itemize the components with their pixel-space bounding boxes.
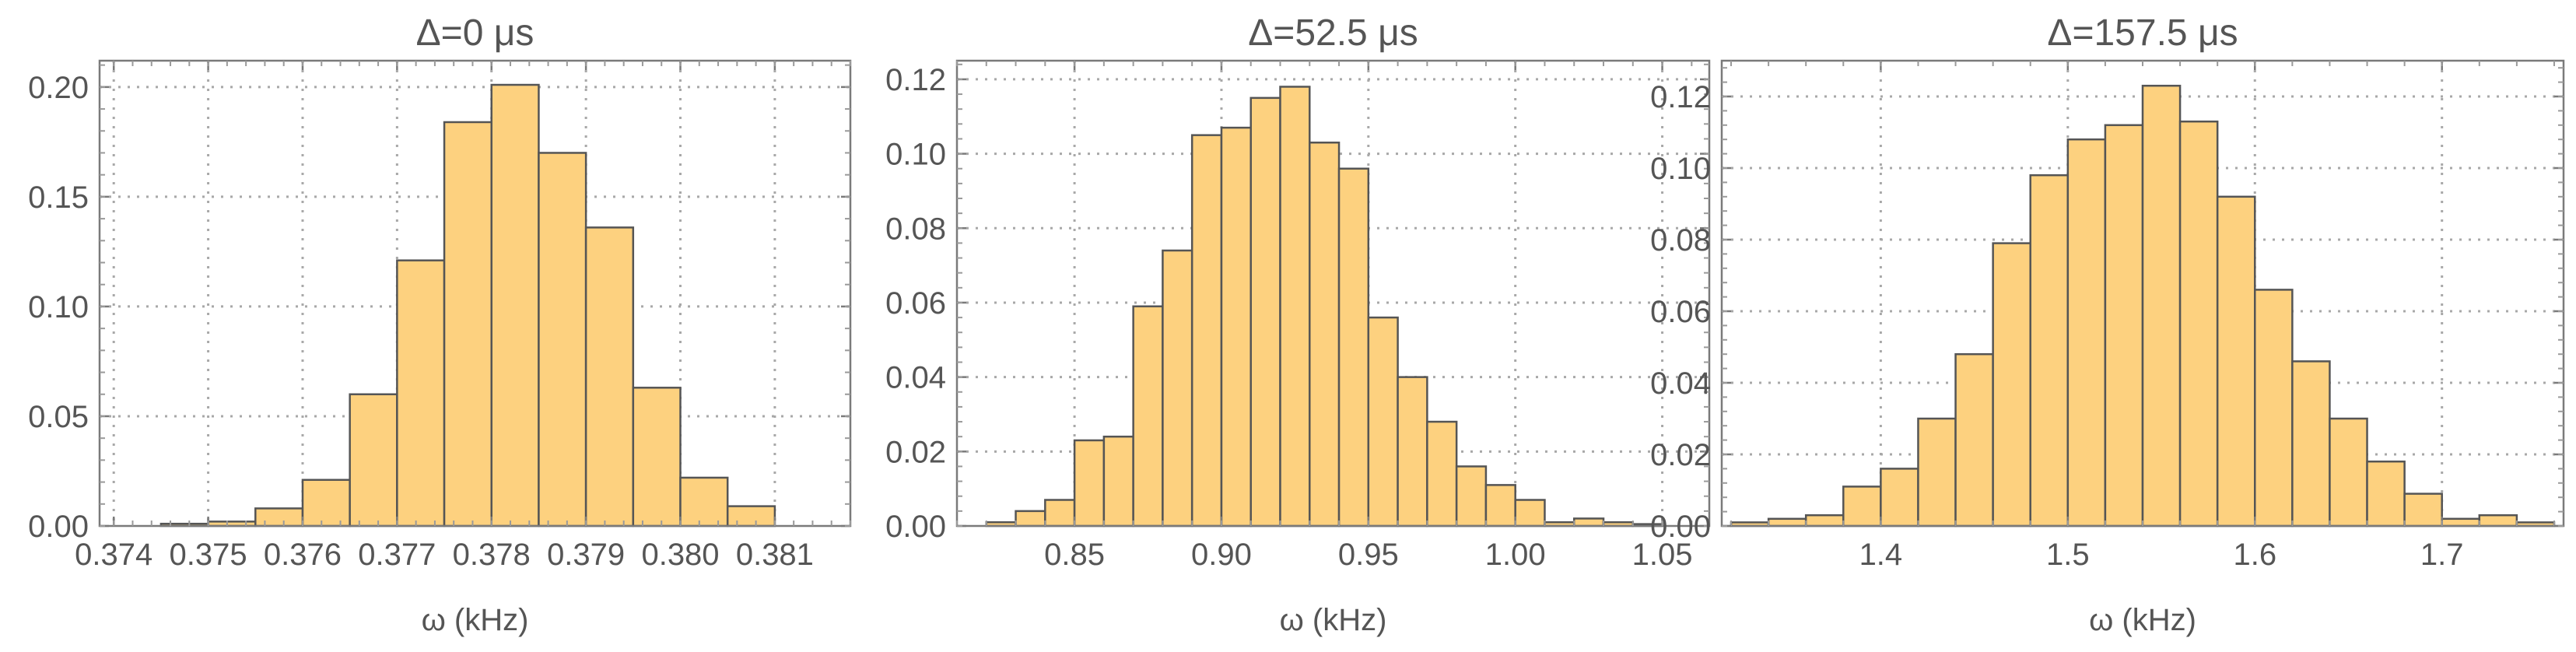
histogram-bar xyxy=(2441,517,2481,528)
histogram-bar xyxy=(443,121,492,528)
histogram-bar xyxy=(1073,439,1106,528)
histogram-bar xyxy=(679,476,729,528)
y-tick-label: 0.06 xyxy=(1650,295,1711,329)
histogram-bar xyxy=(1572,517,1605,528)
chart-title: Δ=157.5 μs xyxy=(2047,12,2238,54)
histogram-bar xyxy=(1162,249,1193,528)
y-tick-label: 0.00 xyxy=(28,510,89,544)
chart-title: Δ=0 μs xyxy=(416,12,534,54)
x-tick-label: 1.7 xyxy=(2420,538,2464,572)
histogram-bar xyxy=(1455,465,1488,528)
histogram-bar xyxy=(1190,134,1223,528)
chart-title: Δ=52.5 μs xyxy=(1248,12,1418,54)
y-tick-label: 0.08 xyxy=(1650,223,1711,258)
y-tick-label: 0.06 xyxy=(885,286,946,321)
x-tick-label: 0.90 xyxy=(1191,538,1252,572)
histogram-bar xyxy=(1279,86,1311,528)
histogram-bar xyxy=(1992,242,2031,528)
histogram-bar xyxy=(1015,510,1046,528)
histogram-bar xyxy=(2104,124,2144,528)
y-tick-label: 0.10 xyxy=(885,138,946,172)
histogram-bar xyxy=(2403,493,2443,528)
histogram-bar xyxy=(1767,517,1807,528)
histogram-bar xyxy=(2029,174,2070,528)
histogram-bar xyxy=(490,83,540,528)
x-tick-label: 0.85 xyxy=(1044,538,1105,572)
histogram-panel-3: 1.4 1.5 1.6 1.7 0.00 0.02 0.04 0.06 0.08 0.10 0.12… xyxy=(1650,12,2565,637)
histogram-panel-1: 0.374 0.375 0.376 0.377 0.378 0.379 0.380 0.381… xyxy=(28,12,852,637)
histogram-bar xyxy=(632,387,682,528)
x-axis-label: ω (kHz) xyxy=(422,603,529,637)
x-axis-label: ω (kHz) xyxy=(2089,603,2196,637)
histogram-bar xyxy=(538,152,587,528)
histogram-bar xyxy=(2366,460,2406,528)
histogram-bar xyxy=(1337,167,1370,528)
y-tick-label: 0.02 xyxy=(1650,438,1711,472)
histogram-bar xyxy=(1954,352,1994,528)
histogram-bar xyxy=(1426,420,1458,528)
x-tick-label: 0.377 xyxy=(358,538,436,572)
histogram-bar xyxy=(2216,195,2256,528)
histogram-bar xyxy=(2478,514,2518,528)
y-tick-label: 0.04 xyxy=(1650,366,1711,401)
y-tick-label: 0.05 xyxy=(28,400,89,434)
x-tick-label: 1.05 xyxy=(1632,538,1693,572)
x-tick-label: 1.5 xyxy=(2046,538,2090,572)
y-tick-label: 0.02 xyxy=(885,435,946,469)
histogram-bar xyxy=(2291,360,2331,528)
y-tick-label: 0.10 xyxy=(28,290,89,324)
histogram-bar xyxy=(1804,514,1845,528)
histogram-bar xyxy=(1514,499,1546,528)
histogram-bar xyxy=(1917,417,1957,528)
x-tick-label: 1.00 xyxy=(1485,538,1546,572)
histogram-bar xyxy=(301,478,351,528)
histogram-bar xyxy=(396,259,446,528)
x-axis-label: ω (kHz) xyxy=(1280,603,1387,637)
y-tick-label: 0.12 xyxy=(1650,80,1711,114)
y-tick-label: 0.00 xyxy=(1650,510,1711,544)
histogram-bar xyxy=(726,505,776,528)
histogram-bar xyxy=(349,393,398,528)
histogram-bar xyxy=(584,226,635,528)
histogram-bar xyxy=(1044,499,1076,528)
y-tick-label: 0.10 xyxy=(1650,152,1711,186)
x-tick-label: 0.379 xyxy=(547,538,625,572)
x-tick-label: 0.378 xyxy=(453,538,531,572)
histogram-bar xyxy=(2254,289,2294,528)
x-tick-label: 1.4 xyxy=(1859,538,1903,572)
plot-frame xyxy=(955,59,1711,528)
histogram-bar xyxy=(2066,138,2107,528)
histogram-bar xyxy=(1309,141,1341,528)
histogram-bar xyxy=(1397,376,1428,528)
x-tick-label: 0.376 xyxy=(264,538,342,572)
x-tick-label: 0.95 xyxy=(1338,538,1399,572)
x-tick-label: 0.374 xyxy=(75,538,152,572)
x-tick-label: 0.380 xyxy=(641,538,719,572)
histogram-bar xyxy=(254,507,304,528)
histogram-bar xyxy=(1132,305,1164,528)
histogram-bar xyxy=(1102,435,1134,528)
histogram-bar xyxy=(1842,485,1882,528)
histogram-panel-2: 0.85 0.90 0.95 1.00 1.050.000.020.040.060.08… xyxy=(885,12,1711,637)
histogram-bar xyxy=(1367,316,1399,528)
y-tick-label: 0.12 xyxy=(885,63,946,97)
y-tick-label: 0.20 xyxy=(28,71,89,105)
y-tick-label: 0.08 xyxy=(885,212,946,246)
x-tick-label: 0.375 xyxy=(170,538,247,572)
histogram-bar xyxy=(1249,96,1281,528)
plot-frame xyxy=(98,59,852,528)
histogram-bar xyxy=(2329,417,2368,528)
histogram-bar xyxy=(1484,484,1516,528)
y-tick-label: 0.00 xyxy=(885,510,946,544)
histogram-bar xyxy=(2178,120,2219,528)
x-tick-label: 1.6 xyxy=(2233,538,2276,572)
y-tick-label: 0.04 xyxy=(885,361,946,395)
x-tick-label: 0.381 xyxy=(736,538,814,572)
histogram-bar xyxy=(1880,468,1919,528)
y-tick-label: 0.15 xyxy=(28,181,89,215)
histogram-bar xyxy=(2141,84,2182,528)
histogram-bar xyxy=(1220,126,1252,528)
